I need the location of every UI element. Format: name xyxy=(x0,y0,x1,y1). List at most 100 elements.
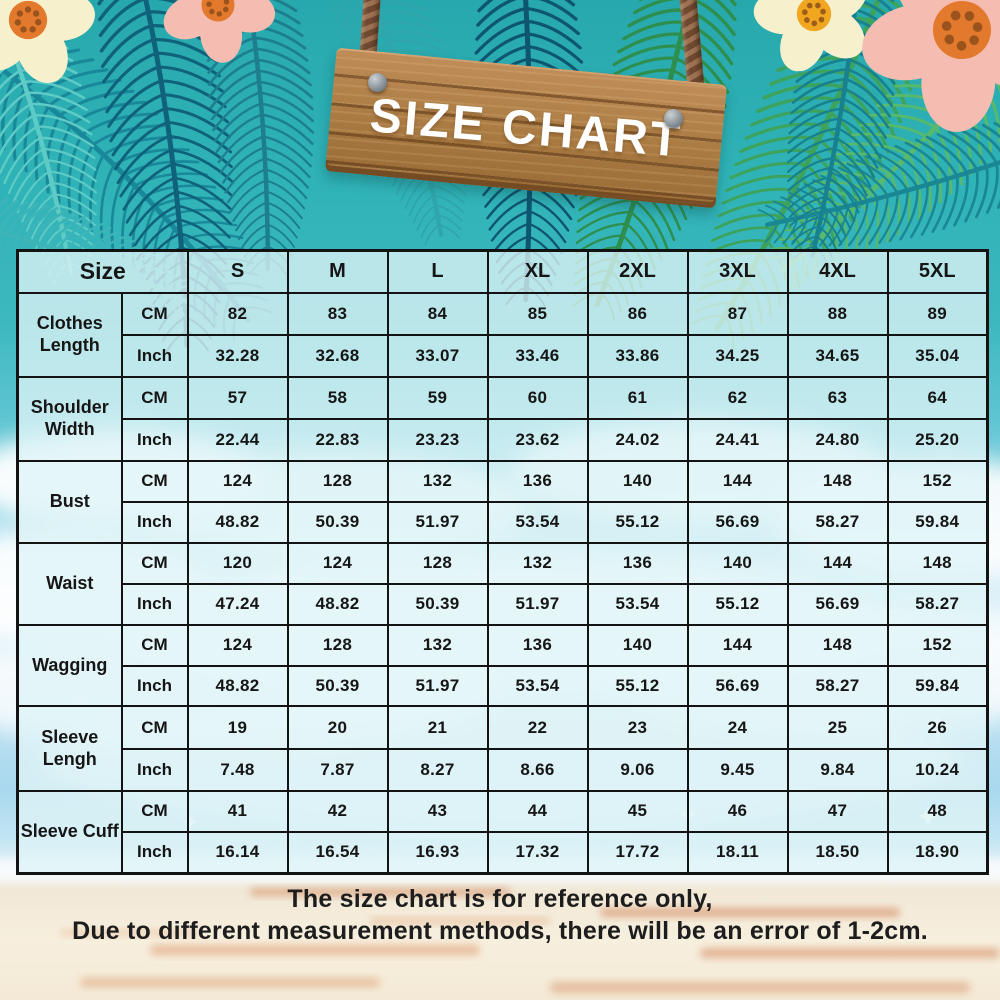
measurement-cell: 48.82 xyxy=(186,664,289,708)
unit-label: CM xyxy=(120,459,189,503)
measurement-cell: 88 xyxy=(786,291,889,336)
sand-streaks-decor xyxy=(60,888,1000,993)
measurement-cell: 53.54 xyxy=(586,582,689,626)
measurement-cell: 140 xyxy=(586,623,689,667)
measurement-cell: 23.62 xyxy=(486,417,589,462)
measurement-cell: 50.39 xyxy=(286,500,389,544)
measurement-cell: 24.80 xyxy=(786,417,889,462)
measurement-cell: 58.27 xyxy=(886,582,989,626)
measurement-cell: 132 xyxy=(386,459,489,503)
measurement-cell: 34.65 xyxy=(786,333,889,378)
row-label: Waist xyxy=(16,541,123,626)
measurement-cell: 47 xyxy=(786,789,889,833)
flower-icon xyxy=(753,0,868,72)
nail-left-icon xyxy=(368,73,387,92)
measurement-cell: 24 xyxy=(686,705,789,750)
measurement-cell: 16.54 xyxy=(286,830,389,875)
measurement-cell: 152 xyxy=(886,459,989,503)
measurement-cell: 18.50 xyxy=(786,830,889,875)
measurement-cell: 128 xyxy=(286,459,389,503)
measurement-cell: 8.27 xyxy=(386,747,489,792)
measurement-cell: 58.27 xyxy=(786,500,889,544)
measurement-cell: 87 xyxy=(686,291,789,336)
measurement-cell: 45 xyxy=(586,789,689,833)
measurement-cell: 120 xyxy=(186,541,289,585)
disclaimer-line1: The size chart is for reference only, xyxy=(287,885,713,913)
measurement-cell: 48.82 xyxy=(286,582,389,626)
unit-label: CM xyxy=(120,291,189,336)
measurement-cell: 136 xyxy=(486,623,589,667)
measurement-cell: 23.23 xyxy=(386,417,489,462)
measurement-cell: 33.86 xyxy=(586,333,689,378)
measurement-cell: 9.06 xyxy=(586,747,689,792)
disclaimer-line2: Due to different measurement methods, th… xyxy=(72,916,928,945)
flower-icon xyxy=(163,0,276,63)
measurement-cell: 132 xyxy=(386,623,489,667)
row-label: Bust xyxy=(16,459,123,544)
measurement-cell: 63 xyxy=(786,375,889,420)
row-label: Sleeve Cuff xyxy=(16,789,123,875)
measurement-cell: 33.07 xyxy=(386,333,489,378)
measurement-cell: 48 xyxy=(886,789,989,833)
measurement-cell: 144 xyxy=(686,459,789,503)
measurement-cell: 144 xyxy=(686,623,789,667)
measurement-cell: 22 xyxy=(486,705,589,750)
measurement-cell: 41 xyxy=(186,789,289,833)
measurement-cell: 21 xyxy=(386,705,489,750)
measurement-cell: 53.54 xyxy=(486,500,589,544)
measurement-cell: 64 xyxy=(886,375,989,420)
size-corner-header: Size xyxy=(16,249,189,294)
measurement-cell: 152 xyxy=(886,623,989,667)
size-col-header: 4XL xyxy=(786,249,889,294)
measurement-cell: 19 xyxy=(186,705,289,750)
measurement-cell: 83 xyxy=(286,291,389,336)
measurement-cell: 44 xyxy=(486,789,589,833)
measurement-cell: 32.28 xyxy=(186,333,289,378)
row-label: Clothes Length xyxy=(16,291,123,378)
measurement-cell: 50.39 xyxy=(386,582,489,626)
unit-label: Inch xyxy=(120,333,189,378)
measurement-cell: 124 xyxy=(286,541,389,585)
measurement-cell: 55.12 xyxy=(586,500,689,544)
flower-icon xyxy=(0,0,96,84)
measurement-cell: 17.72 xyxy=(586,830,689,875)
measurement-cell: 16.14 xyxy=(186,830,289,875)
measurement-cell: 9.45 xyxy=(686,747,789,792)
measurement-cell: 86 xyxy=(586,291,689,336)
measurement-cell: 47.24 xyxy=(186,582,289,626)
measurement-cell: 51.97 xyxy=(486,582,589,626)
measurement-cell: 23 xyxy=(586,705,689,750)
tropical-flowers-decor xyxy=(0,0,1000,132)
measurement-cell: 85 xyxy=(486,291,589,336)
row-label: Wagging xyxy=(16,623,123,708)
measurement-cell: 59.84 xyxy=(886,500,989,544)
row-label: Shoulder Width xyxy=(16,375,123,462)
unit-label: Inch xyxy=(120,417,189,462)
nail-right-icon xyxy=(664,109,683,128)
measurement-cell: 148 xyxy=(786,623,889,667)
measurement-cell: 132 xyxy=(486,541,589,585)
measurement-cell: 140 xyxy=(586,459,689,503)
measurement-cell: 136 xyxy=(586,541,689,585)
measurement-cell: 43 xyxy=(386,789,489,833)
measurement-cell: 10.24 xyxy=(886,747,989,792)
measurement-cell: 148 xyxy=(786,459,889,503)
measurement-cell: 51.97 xyxy=(386,500,489,544)
measurement-cell: 89 xyxy=(886,291,989,336)
measurement-cell: 53.54 xyxy=(486,664,589,708)
measurement-cell: 59 xyxy=(386,375,489,420)
measurement-cell: 24.02 xyxy=(586,417,689,462)
measurement-cell: 148 xyxy=(886,541,989,585)
unit-label: CM xyxy=(120,375,189,420)
measurement-cell: 55.12 xyxy=(586,664,689,708)
measurement-cell: 46 xyxy=(686,789,789,833)
measurement-cell: 136 xyxy=(486,459,589,503)
disclaimer: The size chart is for reference only, Du… xyxy=(0,884,1000,948)
size-col-header: 3XL xyxy=(686,249,789,294)
unit-label: Inch xyxy=(120,830,189,875)
measurement-cell: 58 xyxy=(286,375,389,420)
unit-label: CM xyxy=(120,541,189,585)
measurement-cell: 58.27 xyxy=(786,664,889,708)
measurement-cell: 55.12 xyxy=(686,582,789,626)
flower-icon xyxy=(862,0,1000,132)
